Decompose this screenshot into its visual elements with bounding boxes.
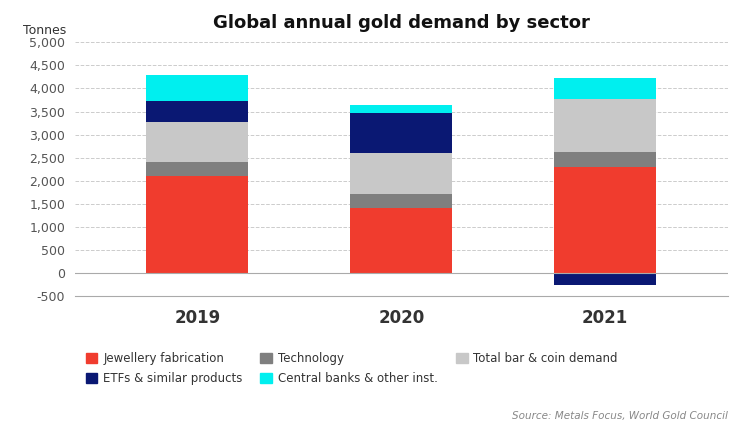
Bar xyxy=(554,168,656,273)
Bar xyxy=(350,105,452,113)
Bar xyxy=(146,102,248,122)
Text: Tonnes: Tonnes xyxy=(22,24,66,37)
Bar xyxy=(554,152,656,168)
Bar xyxy=(146,176,248,273)
Bar xyxy=(554,273,656,285)
Bar xyxy=(350,195,452,209)
Text: Source: Metals Focus, World Gold Council: Source: Metals Focus, World Gold Council xyxy=(512,411,728,421)
Bar xyxy=(554,78,656,99)
Title: Global annual gold demand by sector: Global annual gold demand by sector xyxy=(213,14,590,33)
Bar xyxy=(350,113,452,153)
Bar xyxy=(554,99,656,152)
Bar xyxy=(350,153,452,195)
Bar xyxy=(350,209,452,273)
Bar xyxy=(146,162,248,176)
Legend: Jewellery fabrication, ETFs & similar products, Technology, Central banks & othe: Jewellery fabrication, ETFs & similar pr… xyxy=(81,348,622,390)
Bar xyxy=(146,75,248,102)
Bar xyxy=(146,122,248,162)
